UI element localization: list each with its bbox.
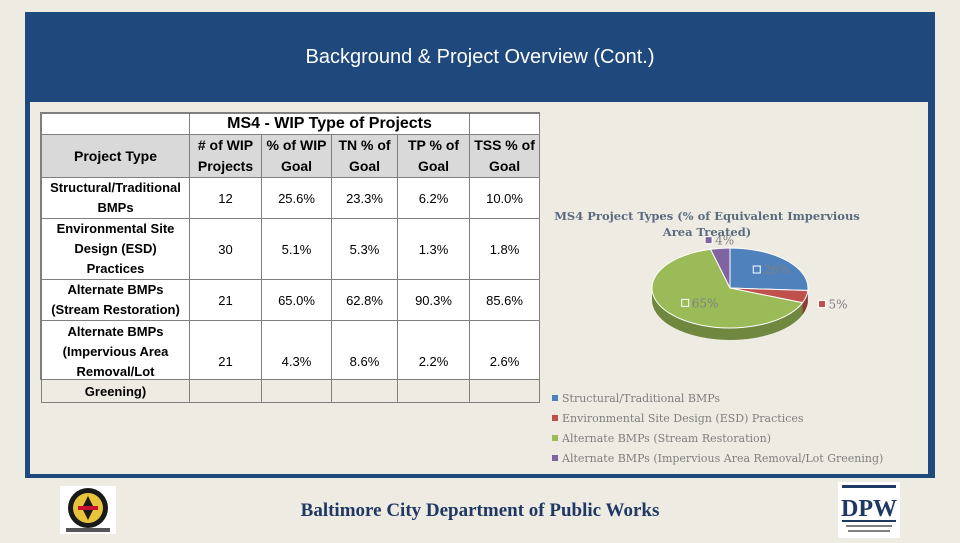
table-cell: 4.3% (262, 321, 332, 403)
legend-swatch (552, 415, 558, 421)
title-bar: Background & Project Overview (Cont.) (25, 12, 935, 102)
column-header: Project Type (42, 135, 190, 178)
content-panel: MS4 - WIP Type of Projects Project Type … (30, 102, 928, 474)
column-header: TP % of Goal (398, 135, 470, 178)
data-label-marker (753, 266, 760, 273)
table-cell: 23.3% (332, 178, 398, 219)
table-row: Environmental Site Design (ESD) Practice… (42, 219, 540, 280)
legend-label: Alternate BMPs (Impervious Area Removal/… (562, 452, 883, 465)
table-cell: 30 (190, 219, 262, 280)
table-cell: 85.6% (470, 280, 540, 321)
row-label: Structural/Traditional BMPs (42, 178, 190, 219)
table-row: Alternate BMPs (Impervious Area Removal/… (42, 321, 540, 403)
table-cell: 90.3% (398, 280, 470, 321)
table-cell: 8.6% (332, 321, 398, 403)
table-cell: 6.2% (398, 178, 470, 219)
dpw-logo-icon: DPW (838, 482, 900, 538)
table-cell: 21 (190, 280, 262, 321)
column-header: TN % of Goal (332, 135, 398, 178)
legend-swatch (552, 455, 558, 461)
data-label: 65% (692, 296, 719, 310)
row-label: Alternate BMPs (Stream Restoration) (42, 280, 190, 321)
data-label-marker (818, 301, 825, 308)
column-header: # of WIP Projects (190, 135, 262, 178)
table-row: Structural/Traditional BMPs 12 25.6% 23.… (42, 178, 540, 219)
column-header: TSS % of Goal (470, 135, 540, 178)
dpw-logo-text: DPW (841, 496, 897, 522)
row-label: Environmental Site Design (ESD) Practice… (42, 219, 190, 280)
table-cell: 5.1% (262, 219, 332, 280)
data-label: 26% (763, 263, 790, 277)
table-row: Alternate BMPs (Stream Restoration) 21 6… (42, 280, 540, 321)
table-cell: 21 (190, 321, 262, 403)
legend-label: Environmental Site Design (ESD) Practice… (562, 412, 804, 425)
table-cell: 65.0% (262, 280, 332, 321)
wip-table-container: MS4 - WIP Type of Projects Project Type … (40, 112, 540, 380)
table-cell: 1.8% (470, 219, 540, 280)
pie-chart: 26%5%65%4% MS4 Project Types (% of Equiv… (542, 198, 926, 470)
table-cell: 62.8% (332, 280, 398, 321)
table-cell: 2.2% (398, 321, 470, 403)
footer-department-name: Baltimore City Department of Public Work… (0, 500, 960, 522)
chart-legend: Structural/Traditional BMPs Environmenta… (552, 388, 926, 468)
table-cell: 10.0% (470, 178, 540, 219)
table-cell: 1.3% (398, 219, 470, 280)
legend-swatch (552, 395, 558, 401)
legend-item: Alternate BMPs (Stream Restoration) (552, 428, 926, 448)
legend-item: Alternate BMPs (Impervious Area Removal/… (552, 448, 926, 468)
legend-item: Structural/Traditional BMPs (552, 388, 926, 408)
data-label-marker (682, 299, 689, 306)
legend-item: Environmental Site Design (ESD) Practice… (552, 408, 926, 428)
table-cell: 2.6% (470, 321, 540, 403)
table-cell: 5.3% (332, 219, 398, 280)
legend-label: Alternate BMPs (Stream Restoration) (562, 432, 771, 445)
slide-title: Background & Project Overview (Cont.) (305, 46, 654, 69)
table-header-row: Project Type # of WIP Projects % of WIP … (42, 135, 540, 178)
column-header: % of WIP Goal (262, 135, 332, 178)
slide-frame: Background & Project Overview (Cont.) MS… (25, 12, 935, 478)
table-caption-row: MS4 - WIP Type of Projects (42, 114, 540, 135)
table-caption: MS4 - WIP Type of Projects (190, 114, 470, 135)
chart-title: MS4 Project Types (% of Equivalent Imper… (542, 208, 872, 240)
table-cell: 12 (190, 178, 262, 219)
data-label: 5% (828, 298, 847, 312)
legend-swatch (552, 435, 558, 441)
row-label: Alternate BMPs (Impervious Area Removal/… (42, 321, 190, 403)
table-cell: 25.6% (262, 178, 332, 219)
legend-label: Structural/Traditional BMPs (562, 392, 720, 405)
wip-projects-table: MS4 - WIP Type of Projects Project Type … (41, 113, 540, 403)
